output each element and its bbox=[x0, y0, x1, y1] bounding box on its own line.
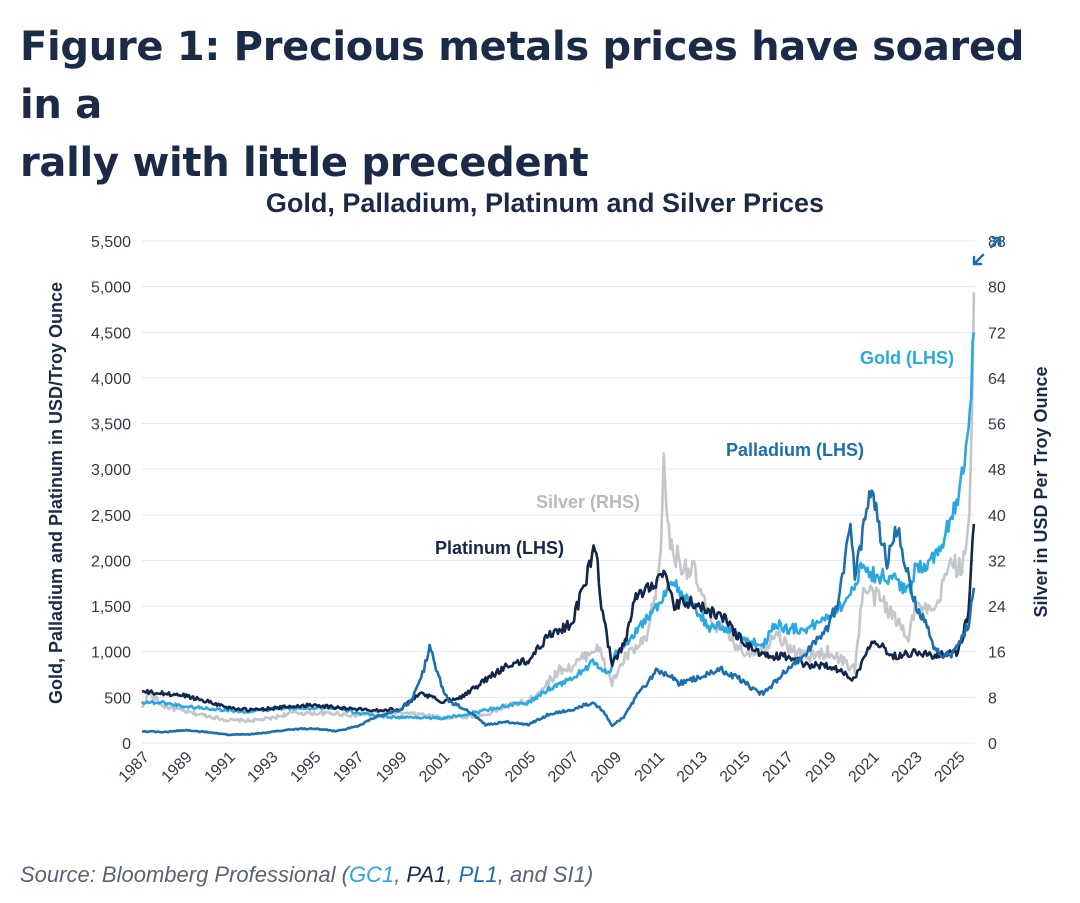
figure-title: Figure 1: Precious metals prices have so… bbox=[20, 18, 1060, 192]
right-tick-label: 72 bbox=[988, 325, 1006, 342]
right-tick-label: 56 bbox=[988, 417, 1006, 434]
series-line-platinum bbox=[141, 523, 976, 713]
x-tick-label: 1987 bbox=[116, 749, 153, 786]
x-tick-label: 1991 bbox=[202, 749, 239, 786]
figure-title-line-2: rally with little precedent bbox=[20, 140, 589, 186]
left-tick-label: 5,000 bbox=[91, 280, 131, 297]
x-tick-label: 2025 bbox=[931, 749, 968, 786]
label-silver: Silver (RHS) bbox=[536, 492, 640, 512]
x-tick-label: 2001 bbox=[416, 749, 453, 786]
x-tick-label: 2009 bbox=[588, 749, 625, 786]
price-chart: Gold, Palladium, Platinum and Silver Pri… bbox=[46, 188, 1051, 786]
label-platinum: Platinum (LHS) bbox=[435, 538, 564, 558]
right-tick-label: 16 bbox=[988, 645, 1006, 662]
source-pa1: PA1 bbox=[406, 862, 447, 887]
label-gold: Gold (LHS) bbox=[860, 348, 954, 368]
right-tick-label: 24 bbox=[988, 599, 1006, 616]
x-tick-label: 2011 bbox=[632, 749, 668, 785]
chart-title: Gold, Palladium, Platinum and Silver Pri… bbox=[266, 188, 824, 218]
right-axis-ticks: 0816243240485664728088 bbox=[988, 234, 1006, 753]
right-tick-label: 80 bbox=[988, 280, 1006, 297]
series-line-silver bbox=[140, 292, 976, 724]
x-tick-label: 2005 bbox=[502, 749, 539, 786]
gridlines bbox=[142, 240, 975, 744]
left-tick-label: 2,500 bbox=[91, 508, 131, 525]
left-tick-label: 500 bbox=[104, 690, 131, 707]
x-tick-label: 2017 bbox=[760, 749, 797, 786]
x-tick-label: 2023 bbox=[889, 749, 926, 786]
left-tick-label: 5,500 bbox=[91, 234, 131, 251]
figure-title-line-1: Figure 1: Precious metals prices have so… bbox=[20, 24, 1025, 128]
left-axis-ticks: 0 500 1,000 1,500 2,000 2,500 3,000 3,500 4,000 4… bbox=[91, 234, 131, 753]
left-tick-label: 4,500 bbox=[91, 325, 131, 342]
x-tick-label: 2015 bbox=[717, 749, 754, 786]
right-tick-label: 48 bbox=[988, 462, 1006, 479]
x-tick-label: 1989 bbox=[159, 749, 196, 786]
x-tick-label: 1997 bbox=[330, 749, 367, 786]
x-tick-label: 2019 bbox=[803, 749, 840, 786]
series-line-palladium bbox=[141, 489, 976, 737]
source-sep-2: , bbox=[446, 862, 459, 887]
right-tick-label: 32 bbox=[988, 553, 1006, 570]
left-tick-label: 3,000 bbox=[91, 462, 131, 479]
left-tick-label: 2,000 bbox=[91, 553, 131, 570]
source-gc1: GC1 bbox=[348, 862, 395, 887]
x-tick-label: 2021 bbox=[846, 749, 883, 786]
x-tick-label: 1993 bbox=[244, 749, 281, 786]
x-axis-ticks: 1987 1989 1991 1993 1995 1997 1999 2001 2003 2005… bbox=[116, 749, 969, 786]
right-tick-label: 0 bbox=[988, 736, 997, 753]
left-tick-label: 1,500 bbox=[91, 599, 131, 616]
source-tail: , and SI1) bbox=[497, 862, 594, 887]
right-tick-label: 40 bbox=[988, 508, 1006, 525]
x-tick-label: 2013 bbox=[674, 749, 711, 786]
x-tick-label: 1995 bbox=[287, 749, 324, 786]
left-tick-label: 0 bbox=[122, 736, 131, 753]
x-tick-label: 1999 bbox=[373, 749, 410, 786]
label-palladium: Palladium (LHS) bbox=[726, 440, 864, 460]
right-tick-label: 8 bbox=[988, 690, 997, 707]
left-tick-label: 3,500 bbox=[91, 417, 131, 434]
left-axis-label: Gold, Palladium and Platinum in USD/Troy… bbox=[46, 282, 66, 704]
series-lines bbox=[140, 292, 976, 737]
expand-arrows-icon[interactable] bbox=[970, 234, 1002, 266]
x-tick-label: 2003 bbox=[459, 749, 496, 786]
left-tick-label: 4,000 bbox=[91, 371, 131, 388]
source-pl1: PL1 bbox=[458, 862, 498, 887]
source-prefix: Source: Bloomberg Professional ( bbox=[20, 862, 349, 887]
left-tick-label: 1,000 bbox=[91, 645, 131, 662]
source-sep-1: , bbox=[394, 862, 407, 887]
x-tick-label: 2007 bbox=[545, 749, 582, 786]
source-note: Source: Bloomberg Professional (GC1, PA1… bbox=[20, 862, 593, 888]
right-tick-label: 64 bbox=[988, 371, 1006, 388]
right-axis-label: Silver in USD Per Troy Ounce bbox=[1031, 366, 1051, 617]
